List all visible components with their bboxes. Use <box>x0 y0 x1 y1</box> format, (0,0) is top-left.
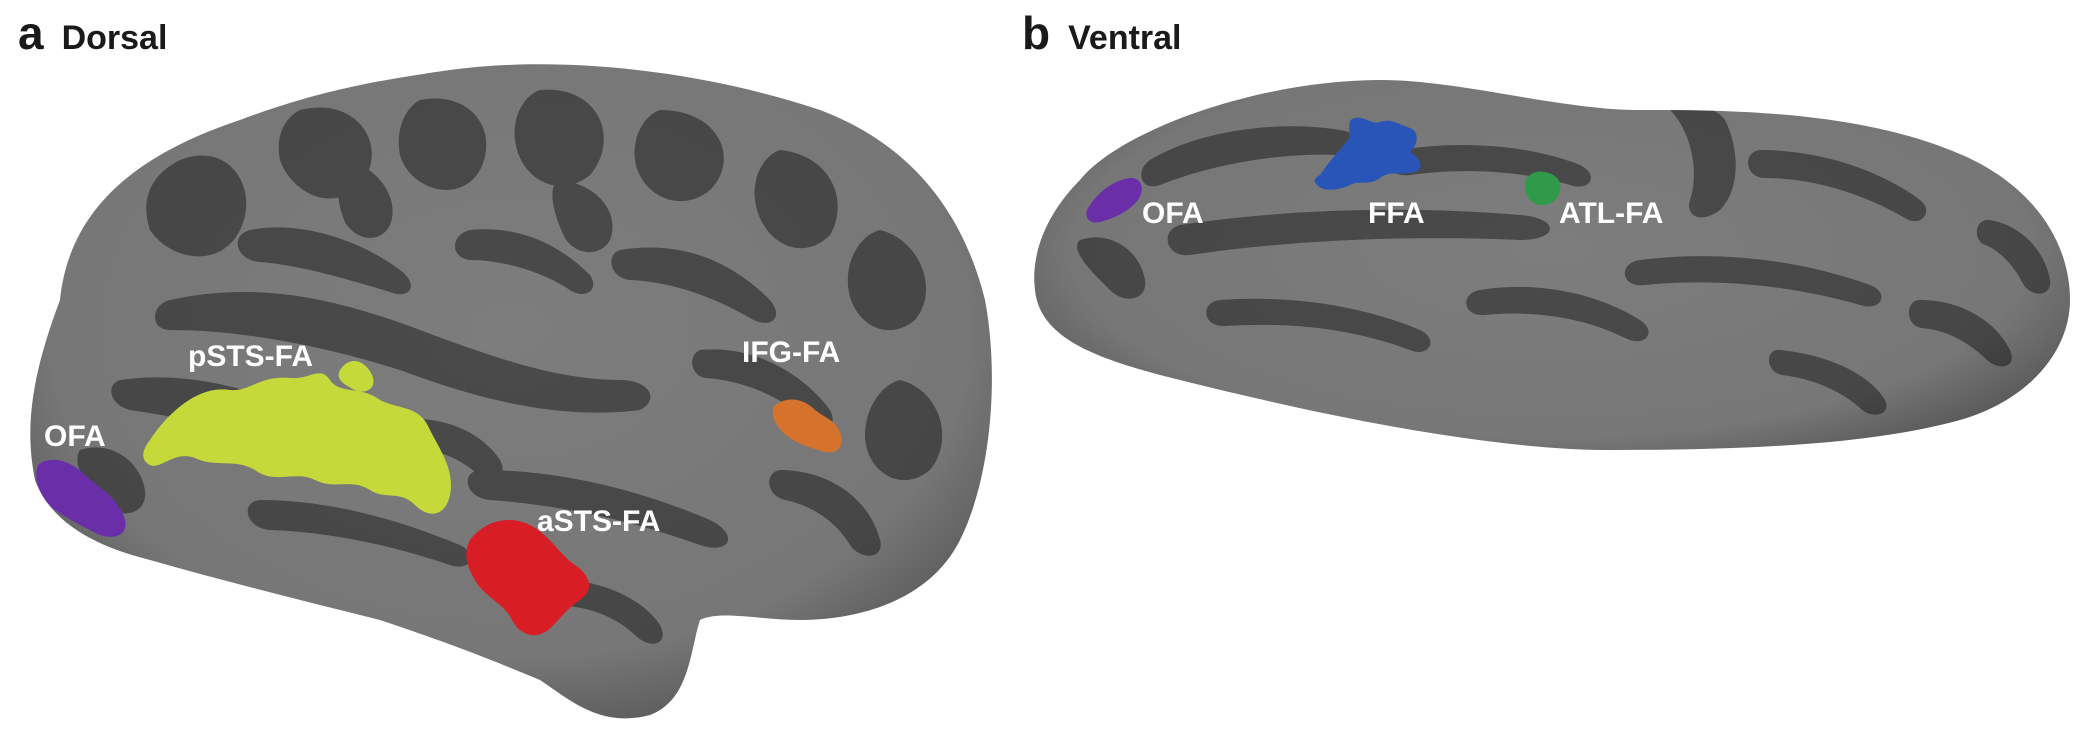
ventral-ffa-label: FFA <box>1368 197 1425 230</box>
dorsal-ifg-fa-label: IFG-FA <box>742 336 840 369</box>
panel-a-title: Dorsal <box>61 19 168 57</box>
panel-b-title: Ventral <box>1068 19 1182 57</box>
panel-a-letter: a <box>18 7 44 59</box>
ventral-atl-fa-label: ATL-FA <box>1559 197 1663 230</box>
ventral-atl-fa-region <box>1525 171 1561 206</box>
dorsal-asts-fa-region <box>466 520 590 636</box>
dorsal-ifg-fa-region <box>772 399 842 453</box>
dorsal-asts-fa-label: aSTS-FA <box>537 505 660 538</box>
ventral-sulci-pattern <box>1034 80 2070 450</box>
dorsal-ofa-region <box>36 459 126 537</box>
panel-b-letter: b <box>1022 7 1051 59</box>
ventral-brain: OFA FFA ATL-FA <box>1034 80 2070 450</box>
ventral-ofa-region <box>1086 177 1142 223</box>
ventral-ofa-label: OFA <box>1142 197 1204 230</box>
dorsal-sulci-pattern <box>30 64 992 719</box>
dorsal-brain: OFA pSTS-FA aSTS-FA IFG-FA <box>30 64 992 719</box>
ventral-ffa-region <box>1314 117 1421 190</box>
dorsal-ofa-label: OFA <box>44 420 106 453</box>
dorsal-psts-fa-label: pSTS-FA <box>188 340 313 373</box>
panel-a-header: a Dorsal <box>18 6 167 60</box>
dorsal-psts-fa-region <box>143 360 451 514</box>
panel-b-header: b Ventral <box>1022 6 1182 60</box>
